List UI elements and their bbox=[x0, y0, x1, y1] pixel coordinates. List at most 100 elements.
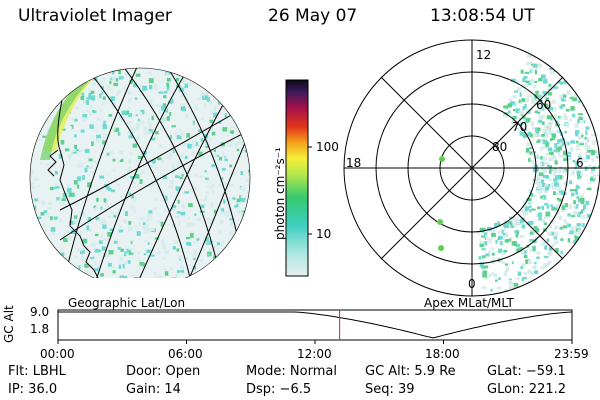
speckle-pixel bbox=[135, 122, 141, 126]
speckle-pixel bbox=[508, 98, 513, 102]
speckle-pixel bbox=[568, 151, 571, 155]
speckle-pixel bbox=[205, 283, 208, 286]
speckle-pixel bbox=[580, 159, 583, 164]
speckle-pixel bbox=[73, 280, 77, 283]
speckle-pixel bbox=[47, 201, 53, 206]
speckle-pixel bbox=[78, 265, 81, 270]
speckle-pixel bbox=[562, 150, 568, 156]
speckle-pixel bbox=[558, 169, 564, 172]
speckle-pixel bbox=[180, 94, 186, 98]
speckle-pixel bbox=[553, 158, 557, 162]
speckle-pixel bbox=[60, 92, 66, 98]
speckle-pixel bbox=[503, 112, 509, 117]
speckle-pixel bbox=[77, 282, 81, 286]
speckle-pixel bbox=[490, 288, 493, 292]
speckle-pixel bbox=[161, 244, 167, 250]
speckle-pixel bbox=[543, 189, 549, 194]
speckle-pixel bbox=[573, 239, 577, 245]
speckle-pixel bbox=[548, 130, 553, 135]
speckle-pixel bbox=[153, 271, 157, 275]
speckle-pixel bbox=[155, 104, 160, 107]
speckle-pixel bbox=[140, 109, 145, 115]
speckle-pixel bbox=[554, 160, 558, 165]
speckle-pixel bbox=[529, 147, 532, 150]
speckle-pixel bbox=[482, 270, 487, 275]
speckle-pixel bbox=[208, 240, 213, 243]
speckle-pixel bbox=[168, 185, 173, 189]
speckle-pixel bbox=[521, 263, 526, 268]
speckle-pixel bbox=[130, 240, 133, 245]
speckle-pixel bbox=[41, 255, 45, 260]
speckle-pixel bbox=[88, 88, 91, 92]
speckle-pixel bbox=[509, 216, 513, 219]
speckle-pixel bbox=[534, 151, 537, 154]
speckle-pixel bbox=[528, 110, 531, 115]
speckle-pixel bbox=[40, 212, 45, 216]
speckle-pixel bbox=[511, 284, 515, 288]
speckle-pixel bbox=[576, 170, 581, 175]
speckle-pixel bbox=[112, 104, 116, 110]
speckle-pixel bbox=[146, 131, 152, 134]
speckle-pixel bbox=[491, 271, 494, 275]
speckle-pixel bbox=[556, 183, 561, 188]
speckle-pixel bbox=[146, 129, 150, 132]
speckle-pixel bbox=[558, 138, 563, 143]
speckle-pixel bbox=[97, 249, 102, 253]
speckle-pixel bbox=[554, 114, 557, 120]
x-tick-label-0600: 06:00 bbox=[168, 347, 203, 361]
speckle-pixel bbox=[245, 135, 250, 139]
speckle-pixel bbox=[137, 251, 140, 255]
speckle-pixel bbox=[515, 233, 519, 238]
speckle-pixel bbox=[149, 164, 154, 167]
speckle-pixel bbox=[559, 175, 563, 180]
speckle-pixel bbox=[527, 133, 531, 136]
speckle-pixel bbox=[112, 213, 117, 217]
speckle-pixel bbox=[100, 218, 104, 221]
speckle-pixel bbox=[117, 225, 122, 230]
speckle-pixel bbox=[527, 260, 533, 265]
speckle-pixel bbox=[86, 229, 92, 232]
speckle-pixel bbox=[75, 286, 79, 290]
speckle-pixel bbox=[164, 271, 169, 276]
speckle-pixel bbox=[585, 130, 588, 136]
speckle-pixel bbox=[559, 105, 564, 109]
speckle-pixel bbox=[127, 260, 131, 264]
speckle-pixel bbox=[202, 248, 205, 251]
speckle-pixel bbox=[75, 149, 80, 152]
speckle-pixel bbox=[128, 97, 132, 103]
speckle-pixel bbox=[522, 106, 525, 111]
speckle-pixel bbox=[90, 172, 96, 175]
speckle-pixel bbox=[520, 266, 523, 270]
speckle-pixel bbox=[531, 163, 536, 168]
speckle-pixel bbox=[147, 213, 152, 219]
speckle-pixel bbox=[550, 119, 554, 124]
speckle-pixel bbox=[527, 80, 531, 83]
speckle-pixel bbox=[575, 133, 579, 137]
speckle-pixel bbox=[230, 251, 234, 254]
speckle-pixel bbox=[206, 217, 211, 221]
speckle-pixel bbox=[154, 237, 160, 240]
speckle-pixel bbox=[192, 253, 197, 257]
speckle-pixel bbox=[548, 169, 552, 174]
speckle-pixel bbox=[119, 275, 125, 278]
speckle-pixel bbox=[530, 66, 533, 72]
speckle-pixel bbox=[573, 205, 576, 209]
speckle-pixel bbox=[513, 283, 519, 287]
speckle-pixel bbox=[135, 279, 138, 282]
speckle-pixel bbox=[568, 204, 572, 209]
speckle-pixel bbox=[246, 262, 250, 265]
speckle-pixel bbox=[540, 195, 545, 199]
speckle-pixel bbox=[135, 225, 139, 228]
speckle-pixel bbox=[569, 189, 575, 192]
speckle-pixel bbox=[220, 91, 225, 96]
speckle-pixel bbox=[158, 103, 162, 108]
speckle-pixel bbox=[143, 253, 147, 256]
mlt-18-label: 18 bbox=[346, 156, 362, 170]
speckle-pixel bbox=[588, 164, 592, 169]
speckle-pixel bbox=[204, 237, 210, 242]
speckle-pixel bbox=[91, 242, 96, 247]
speckle-pixel bbox=[532, 194, 537, 197]
speckle-pixel bbox=[585, 200, 590, 206]
altitude-panel bbox=[57, 309, 573, 344]
speckle-pixel bbox=[527, 289, 531, 293]
